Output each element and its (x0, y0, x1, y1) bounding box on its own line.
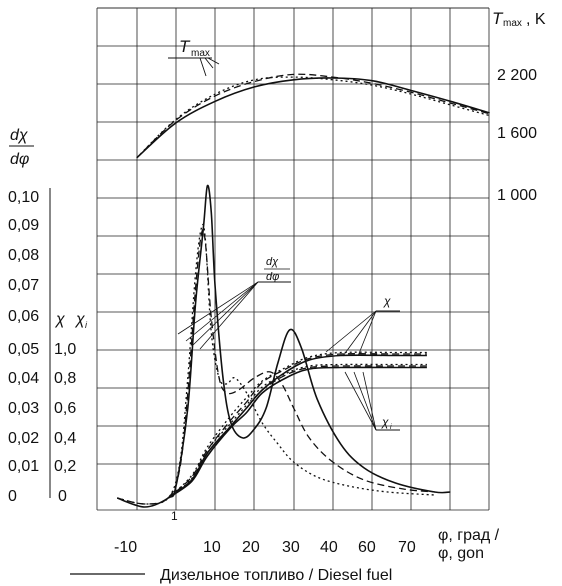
fraction-tick: 0 (58, 488, 67, 505)
fraction-tick: 1,0 (54, 341, 76, 358)
svg-text:dχ: dχ (266, 256, 279, 268)
rate-tick: 0,10 (8, 189, 39, 206)
series-dotted-chi-line (167, 351, 427, 499)
rate-tick: 0,07 (8, 277, 39, 294)
series-solid-rate-line (116, 184, 451, 508)
x-axis-ticks: 1 -10 10 20 30 40 60 70 (114, 509, 416, 556)
svg-text:χ: χ (383, 294, 391, 308)
series-solid-tmax-line (136, 77, 490, 159)
rate-tick: 0,01 (8, 458, 39, 475)
fraction-tick: 0,6 (54, 400, 76, 417)
series-dashed-tmax-line (136, 73, 490, 159)
fraction-tick: 0,2 (54, 458, 76, 475)
series-dotted-rate-line (117, 223, 435, 505)
x-tick: 40 (320, 539, 338, 556)
svg-text:χ: χ (54, 311, 65, 328)
svg-text:dφ: dφ (266, 271, 279, 283)
series-dashed-rate-line (117, 228, 435, 505)
tmax-axis-label: T max , K (492, 9, 546, 29)
fraction-tick: 0,4 (54, 430, 76, 447)
svg-text:max: max (503, 18, 522, 29)
rate-tick: 0,09 (8, 217, 39, 234)
rate-tick: 0,03 (8, 400, 39, 417)
svg-text:χ: χ (381, 415, 389, 429)
svg-text:χ: χ (74, 311, 85, 328)
rate-tick: 0,02 (8, 430, 39, 447)
svg-text:T: T (492, 9, 504, 28)
fraction-axis-label: χ χ i (54, 311, 88, 330)
chi-i-annotation: χ i (344, 371, 400, 431)
series-solid-chi-i-line (167, 366, 427, 499)
series-dashed-chi-i-line (167, 365, 427, 499)
svg-text:T: T (179, 37, 191, 56)
x-tick: 20 (242, 539, 260, 556)
legend-solid-label: Дизельное топливо / Diesel fuel (160, 567, 392, 584)
svg-text:φ, gon: φ, gon (438, 545, 484, 562)
svg-text:i: i (85, 320, 88, 330)
svg-text:i: i (390, 424, 392, 431)
fraction-tick: 0,8 (54, 370, 76, 387)
tmax-tick: 1 600 (497, 125, 537, 142)
svg-text:max: max (191, 48, 210, 59)
x-tick-extra: 1 (171, 509, 178, 523)
series-dashed-chi-line (167, 353, 427, 499)
rate-axis-ticks: 0,10 0,09 0,08 0,07 0,06 0,05 0,04 0,03 … (8, 189, 39, 505)
tmax-tick: 1 000 (497, 187, 537, 204)
x-tick: -10 (114, 539, 137, 556)
rate-annotation: dχ dφ (177, 256, 291, 350)
rate-tick: 0,08 (8, 247, 39, 264)
rate-axis-label: dχ dφ (9, 127, 34, 168)
svg-text:, K: , K (526, 11, 546, 28)
svg-text:φ, град /: φ, град / (438, 527, 500, 544)
x-tick: 30 (282, 539, 300, 556)
rate-tick: 0 (8, 488, 17, 505)
curves-layer (116, 73, 490, 508)
rate-tick: 0,06 (8, 308, 39, 325)
x-axis-label: φ, град / φ, gon (438, 527, 500, 562)
x-tick: 60 (358, 539, 376, 556)
tmax-tick: 2 200 (497, 67, 537, 84)
svg-text:dχ: dχ (10, 127, 28, 144)
series-dotted-tmax-line (136, 76, 490, 159)
x-tick: 70 (398, 539, 416, 556)
chart-grid (96, 7, 490, 511)
tmax-annotation: T max (168, 37, 220, 77)
rate-tick: 0,05 (8, 341, 39, 358)
fraction-axis-ticks: 1,0 0,8 0,6 0,4 0,2 0 (54, 341, 76, 505)
tmax-axis-ticks: 2 200 1 600 1 000 (497, 67, 537, 204)
rate-tick: 0,04 (8, 370, 39, 387)
series-dotted-chi-i-line (167, 363, 427, 499)
legend: Дизельное топливо / Diesel fuel (70, 567, 392, 584)
x-tick: 10 (203, 539, 221, 556)
chi-annotation: χ (325, 294, 400, 357)
svg-text:dφ: dφ (10, 151, 29, 168)
